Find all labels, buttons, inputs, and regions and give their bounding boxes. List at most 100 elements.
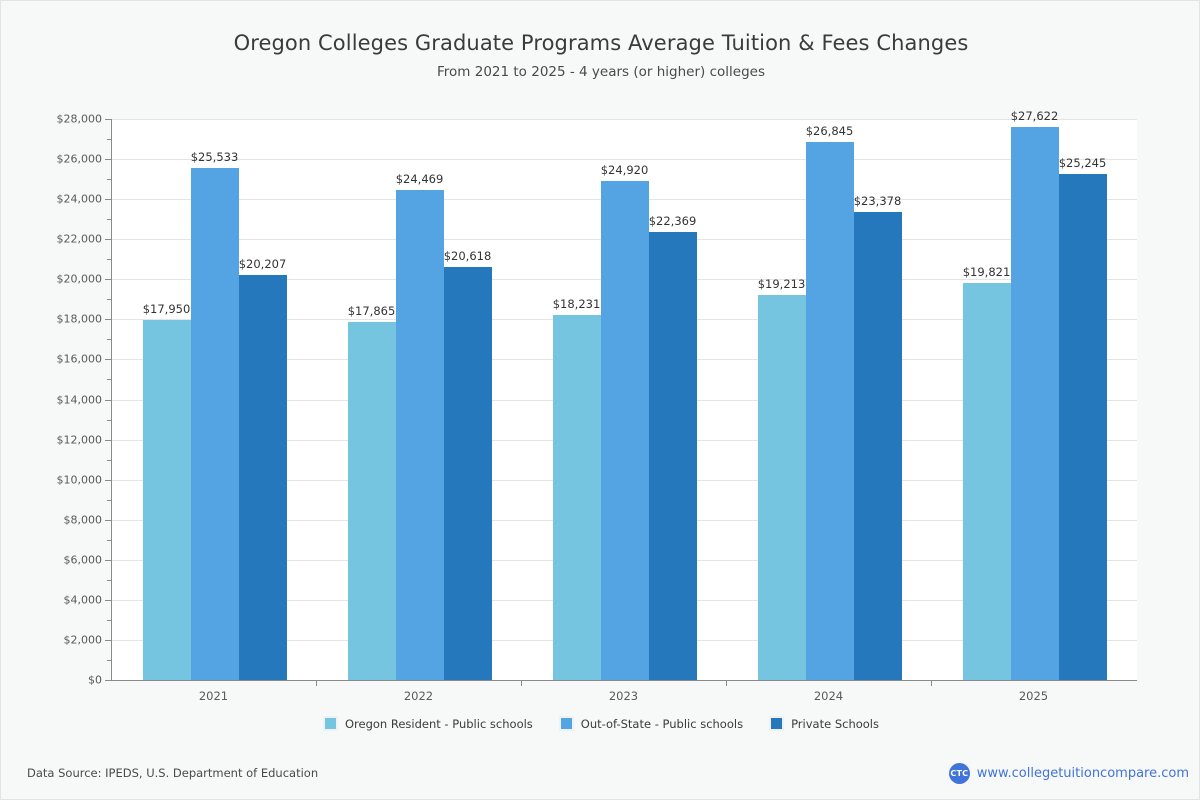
x-tick <box>316 681 317 686</box>
y-axis-tick-label: $18,000 <box>56 312 103 326</box>
y-tick-minor <box>107 139 112 141</box>
y-tick-minor <box>107 299 112 301</box>
legend-label: Oregon Resident - Public schools <box>344 716 533 731</box>
y-tick-major <box>105 399 112 401</box>
y-tick-major <box>105 479 112 481</box>
bar-value-label: $24,469 <box>395 171 444 186</box>
bar[interactable] <box>443 266 492 680</box>
y-axis-tick-label: $12,000 <box>56 433 103 447</box>
legend-swatch-icon <box>558 716 574 731</box>
bar[interactable] <box>757 295 806 680</box>
y-tick-major <box>105 279 112 281</box>
bar[interactable] <box>190 168 239 680</box>
y-tick-minor <box>107 339 112 341</box>
legend-item[interactable]: Out-of-State - Public schools <box>558 716 744 731</box>
y-tick-minor <box>107 219 112 221</box>
bar[interactable] <box>552 314 601 680</box>
y-tick-minor <box>107 619 112 621</box>
y-axis-tick-label: $4,000 <box>63 593 103 607</box>
y-axis-tick-label: $0 <box>88 673 102 687</box>
bar-value-label: $24,920 <box>600 162 649 177</box>
legend-item[interactable]: Oregon Resident - Public schools <box>322 716 533 731</box>
y-axis-tick-label: $24,000 <box>56 192 103 206</box>
legend-item[interactable]: Private Schools <box>769 716 879 731</box>
legend-label: Private Schools <box>791 716 879 731</box>
y-axis-tick-label: $28,000 <box>56 112 103 126</box>
y-tick-minor <box>107 179 112 181</box>
bar[interactable] <box>1010 126 1059 680</box>
bar[interactable] <box>648 231 697 680</box>
gridline <box>112 119 1137 120</box>
bar-value-label: $25,245 <box>1058 156 1107 171</box>
bar-value-label: $26,845 <box>805 124 854 139</box>
x-tick <box>931 681 932 686</box>
y-axis-tick-label: $14,000 <box>56 393 103 406</box>
bar-value-label: $22,369 <box>648 213 697 228</box>
y-axis-tick-label: $22,000 <box>56 232 103 246</box>
ctc-logo-icon: CTC <box>948 763 970 784</box>
y-tick-major <box>105 199 112 201</box>
y-tick-major <box>105 680 112 681</box>
y-axis-tick-label: $26,000 <box>56 152 103 166</box>
x-tick <box>726 681 727 686</box>
bar[interactable] <box>805 142 854 680</box>
bar[interactable] <box>962 282 1011 680</box>
bar[interactable] <box>395 189 444 680</box>
y-tick-minor <box>107 379 112 381</box>
y-axis-tick-label: $20,000 <box>56 272 103 286</box>
bar[interactable] <box>347 322 396 680</box>
bar-value-label: $19,821 <box>962 264 1011 279</box>
bar-value-label: $25,533 <box>190 150 239 165</box>
bar[interactable] <box>238 275 287 680</box>
y-tick-major <box>105 239 112 241</box>
y-tick-minor <box>107 419 112 421</box>
y-tick-minor <box>107 259 112 261</box>
bar[interactable] <box>853 211 902 680</box>
x-axis-tick-label: 2023 <box>608 689 639 703</box>
bar[interactable] <box>600 180 649 680</box>
y-tick-major <box>105 159 112 161</box>
legend-swatch-icon <box>769 716 785 731</box>
y-axis-tick-label: $2,000 <box>63 633 103 647</box>
y-axis-tick-label: $10,000 <box>56 473 103 487</box>
data-source-note: Data Source: IPEDS, U.S. Department of E… <box>27 766 319 780</box>
x-axis-tick-label: 2025 <box>1018 689 1049 703</box>
chart-legend: Oregon Resident - Public schools Out-of-S… <box>1 716 1200 731</box>
bar-value-label: $20,618 <box>443 248 492 263</box>
bar[interactable] <box>1058 174 1107 680</box>
x-axis-tick-label: 2024 <box>813 689 844 703</box>
brand-url-link[interactable]: www.collegetuitioncompare.com <box>976 766 1189 781</box>
y-tick-major <box>105 439 112 441</box>
bar-value-label: $20,207 <box>238 257 287 272</box>
brand-footer[interactable]: CTC www.collegetuitioncompare.com <box>948 763 1189 784</box>
x-axis-tick-label: 2022 <box>403 689 434 703</box>
y-tick-major <box>105 119 112 120</box>
bar-value-label: $27,622 <box>1010 108 1059 123</box>
y-axis-tick-label: $16,000 <box>56 352 103 366</box>
bar[interactable] <box>142 320 191 680</box>
y-tick-major <box>105 319 112 321</box>
y-axis-tick-label: $6,000 <box>63 553 103 567</box>
y-tick-minor <box>107 499 112 501</box>
bar-value-label: $17,865 <box>347 304 396 319</box>
x-tick <box>521 681 522 686</box>
x-axis-tick-label: 2021 <box>198 689 229 703</box>
bar-value-label: $17,950 <box>142 302 191 317</box>
bar-value-label: $18,231 <box>552 296 601 311</box>
plot-area: $0 $2,000 $4,000 $6,000 $8,000 $10,000 $12,000… <box>57 109 1137 687</box>
legend-swatch-icon <box>322 716 338 731</box>
y-tick-minor <box>107 659 112 661</box>
y-axis-tick-label: $8,000 <box>63 513 103 527</box>
page-title: Oregon Colleges Graduate Programs Averag… <box>233 31 969 55</box>
bar-value-label: $23,378 <box>853 193 902 208</box>
y-tick-major <box>105 639 112 641</box>
y-tick-minor <box>107 459 112 461</box>
gridline <box>112 159 1137 161</box>
y-tick-minor <box>107 539 112 541</box>
y-tick-minor <box>107 579 112 581</box>
chart-subtitle: From 2021 to 2025 - 4 years (or higher) … <box>437 64 765 80</box>
legend-label: Out-of-State - Public schools <box>580 716 744 731</box>
y-tick-major <box>105 519 112 521</box>
y-tick-major <box>105 599 112 601</box>
